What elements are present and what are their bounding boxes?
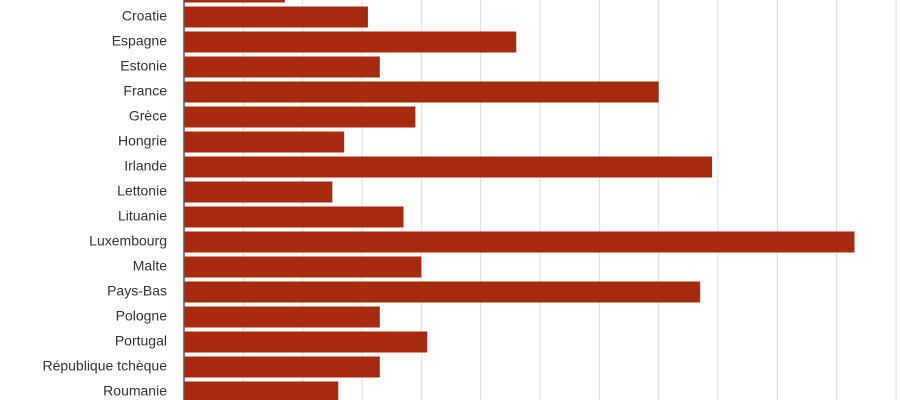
y-tick-label: Luxembourg xyxy=(89,233,167,249)
bar xyxy=(184,256,422,278)
bar xyxy=(184,306,380,328)
y-tick-label: France xyxy=(123,83,167,99)
bar xyxy=(184,381,339,400)
bar xyxy=(184,56,380,78)
y-tick-label: Pays-Bas xyxy=(107,283,167,299)
bar xyxy=(184,106,416,128)
bar xyxy=(184,0,285,3)
y-tick-label: Malte xyxy=(133,258,167,274)
bar xyxy=(184,231,855,253)
bar xyxy=(184,131,345,153)
bar xyxy=(184,356,380,378)
bar xyxy=(184,181,333,203)
bar xyxy=(184,156,713,178)
bar xyxy=(184,31,517,53)
bar xyxy=(184,331,428,353)
y-tick-label: Grèce xyxy=(129,108,167,124)
y-tick-label: Hongrie xyxy=(118,133,167,149)
y-tick-label: Portugal xyxy=(115,333,167,349)
y-tick-label: Lettonie xyxy=(117,183,167,199)
bar xyxy=(184,281,701,303)
y-tick-label: Croatie xyxy=(122,8,167,24)
y-tick-label: Roumanie xyxy=(103,383,167,399)
y-tick-label: Lituanie xyxy=(118,208,167,224)
bar xyxy=(184,6,368,28)
bar xyxy=(184,81,659,103)
bar xyxy=(184,206,404,228)
y-tick-label: Pologne xyxy=(116,308,168,324)
y-tick-label: Estonie xyxy=(120,58,167,74)
y-tick-label: Espagne xyxy=(112,33,167,49)
y-tick-label: République tchèque xyxy=(42,358,167,374)
y-tick-label: Irlande xyxy=(124,158,167,174)
